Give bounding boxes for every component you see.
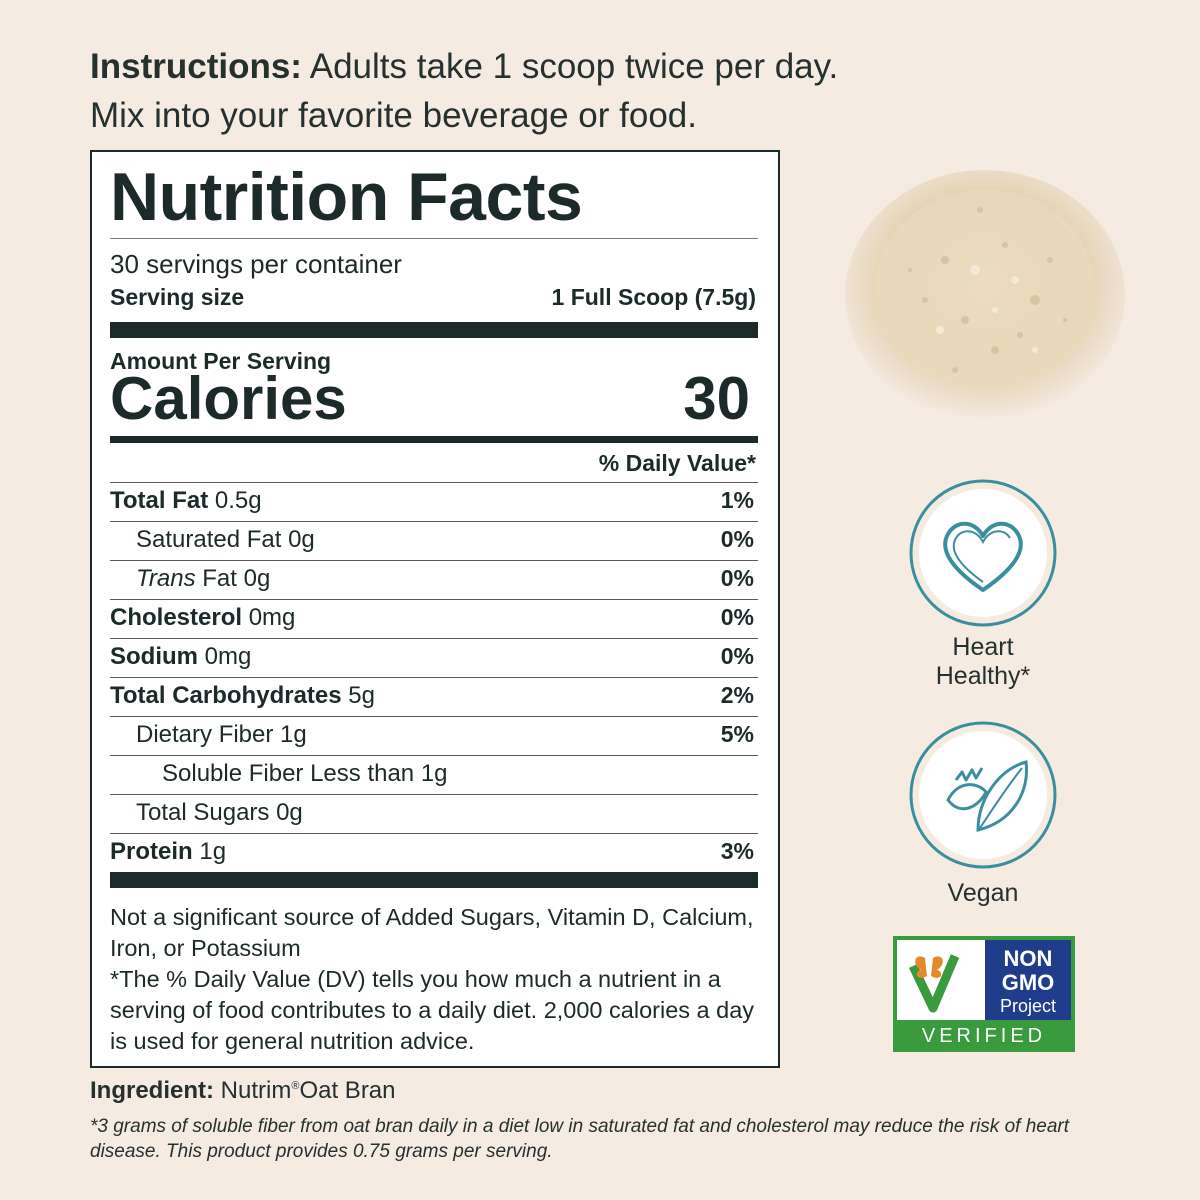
nutrient-name: Trans Fat 0g: [136, 565, 270, 593]
row-divider: [110, 677, 758, 678]
nutrient-daily-value: 0%: [720, 643, 754, 669]
nutrient-daily-value: 0%: [720, 565, 754, 591]
calories-value: 30: [683, 365, 750, 432]
heart-icon: [909, 479, 1057, 627]
nutrient-name: Soluble Fiber Less than 1g: [162, 760, 448, 788]
heart-healthy-badge: Heart Healthy*: [908, 478, 1058, 691]
nutrient-name: Dietary Fiber 1g: [136, 721, 307, 749]
ngmo-line2: GMO: [1002, 970, 1055, 995]
nutrient-amount: Saturated Fat 0g: [136, 526, 315, 553]
row-divider: [110, 794, 758, 795]
instructions-text: Instructions: Adults take 1 scoop twice …: [90, 42, 990, 140]
nutrient-name: Total Carbohydrates 5g: [110, 682, 375, 710]
ingredient-line: Ingredient: Nutrim®Oat Bran: [90, 1077, 396, 1105]
nutrient-row: Protein 1g 3%: [110, 834, 758, 873]
non-gmo-verified-seal: NON GMO Project VERIFIED: [893, 936, 1075, 1052]
row-divider: [110, 833, 758, 834]
nutrient-italic-name: Trans: [136, 565, 196, 592]
nutrient-name: Total Fat 0.5g: [110, 487, 262, 515]
nutrient-amount: 1g: [192, 838, 227, 865]
serving-size-label: Serving size: [110, 284, 245, 310]
nutrient-daily-value: 0%: [720, 526, 754, 552]
heart-healthy-line1: Heart: [952, 633, 1014, 661]
nutrient-daily-value: 5%: [720, 721, 754, 747]
serving-size-value: 1 Full Scoop (7.5g): [551, 284, 756, 310]
nutrient-row: Dietary Fiber 1g 5%: [110, 717, 758, 756]
nutrient-bold-name: Total Carbohydrates: [110, 682, 342, 709]
nutrient-name: Total Sugars 0g: [136, 799, 303, 827]
checkmark-icon: [908, 954, 960, 1013]
ngmo-line1: NON: [1004, 946, 1053, 971]
medium-divider: [110, 436, 758, 443]
nutrient-amount: Soluble Fiber Less than 1g: [162, 760, 448, 787]
nutrient-bold-name: Total Fat: [110, 487, 209, 514]
row-divider: [110, 638, 758, 639]
nutrient-row: Sodium 0mg 0%: [110, 639, 758, 678]
amount-per-serving: Amount Per Serving: [110, 348, 332, 374]
nutrient-amount: Total Sugars 0g: [136, 799, 303, 826]
nutrient-row: Soluble Fiber Less than 1g: [110, 756, 758, 795]
instructions-line1: Adults take 1 scoop twice per day.: [309, 47, 839, 86]
nutrient-amount: Dietary Fiber 1g: [136, 721, 307, 748]
nutrient-daily-value: 0%: [720, 604, 754, 630]
nutrient-row: Saturated Fat 0g 0%: [110, 522, 758, 561]
nutrient-bold-name: Sodium: [110, 643, 198, 670]
nutrient-amount: 0mg: [242, 604, 296, 631]
vegan-badge: Vegan: [908, 720, 1058, 908]
vegan-label: Vegan: [947, 879, 1019, 907]
nutrient-name: Cholesterol 0mg: [110, 604, 295, 632]
butterfly-icon: [915, 956, 927, 978]
divider: [110, 482, 758, 483]
row-divider: [110, 560, 758, 561]
nutrient-row: Trans Fat 0g 0%: [110, 561, 758, 600]
nutrient-name: Protein 1g: [110, 838, 226, 866]
nutrient-row: Total Carbohydrates 5g 2%: [110, 678, 758, 717]
nutrient-name: Saturated Fat 0g: [136, 526, 315, 554]
servings-per-container: 30 servings per container: [110, 249, 402, 279]
nutrition-facts-label: Nutrition Facts 30 servings per containe…: [90, 150, 780, 1068]
nutrient-name: Sodium 0mg: [110, 643, 251, 671]
nutrient-row: Total Sugars 0g: [110, 795, 758, 834]
nutrition-facts-title: Nutrition Facts: [110, 159, 583, 235]
footnote-daily-value: *The % Daily Value (DV) tells you how mu…: [110, 966, 755, 1054]
ngmo-line4: VERIFIED: [922, 1025, 1046, 1047]
ngmo-line3: Project: [1000, 996, 1056, 1016]
calories-label: Calories: [110, 365, 347, 432]
ingredient-name: Nutrim: [220, 1077, 292, 1104]
heart-healthy-line2: Healthy*: [935, 662, 1031, 690]
nutrient-bold-name: Protein: [110, 838, 193, 865]
divider: [110, 238, 758, 239]
nutrient-row: Total Fat 0.5g 1%: [110, 483, 758, 522]
nutrient-bold-name: Cholesterol: [110, 604, 243, 631]
nutrient-amount: 0.5g: [208, 487, 262, 514]
nutrient-daily-value: 2%: [720, 682, 754, 708]
nutrient-row: Cholesterol 0mg 0%: [110, 600, 758, 639]
nutrient-amount: Fat 0g: [195, 565, 271, 592]
health-claim-disclaimer: *3 grams of soluble fiber from oat bran …: [90, 1116, 1070, 1162]
instructions-label: Instructions:: [90, 47, 302, 86]
instructions-line2: Mix into your favorite beverage or food.: [90, 96, 697, 135]
ingredient-name-rest: Oat Bran: [299, 1077, 396, 1104]
thick-divider: [110, 872, 758, 888]
oat-bran-powder-image: [845, 170, 1125, 420]
row-divider: [110, 521, 758, 522]
nutrition-footnote: Not a significant source of Added Sugars…: [110, 902, 758, 1057]
row-divider: [110, 716, 758, 717]
footnote-sources: Not a significant source of Added Sugars…: [110, 904, 754, 961]
row-divider: [110, 755, 758, 756]
row-divider: [110, 599, 758, 600]
daily-value-header: % Daily Value*: [598, 450, 756, 476]
leaf-icon: [909, 721, 1057, 869]
nutrient-daily-value: 1%: [720, 487, 754, 513]
nutrient-amount: 0mg: [198, 643, 252, 670]
nutrient-amount: 5g: [341, 682, 375, 709]
nutrient-daily-value: 3%: [720, 838, 754, 864]
ingredient-label: Ingredient:: [90, 1077, 214, 1104]
registered-mark: ®: [291, 1080, 300, 1092]
thick-divider: [110, 322, 758, 338]
